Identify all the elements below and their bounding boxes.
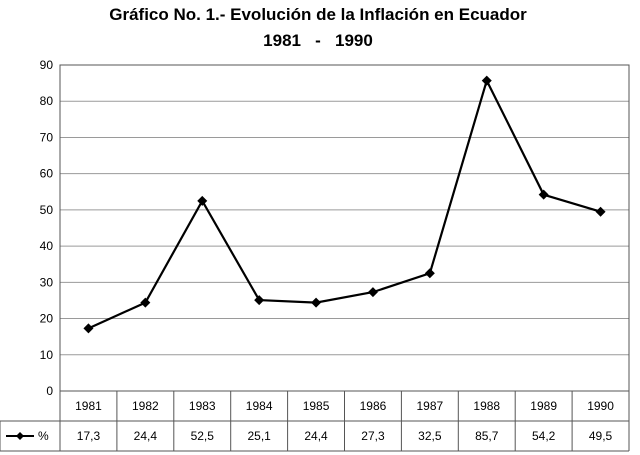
- y-tick-label: 70: [40, 130, 54, 144]
- data-label: 27,3: [361, 429, 385, 443]
- chart-title: Gráfico No. 1.- Evolución de la Inflació…: [109, 5, 527, 24]
- data-point: [254, 295, 265, 306]
- data-label: 24,4: [304, 429, 328, 443]
- x-tick-label: 1988: [473, 399, 500, 413]
- data-point: [481, 75, 492, 86]
- x-tick-label: 1986: [360, 399, 387, 413]
- data-point: [197, 195, 208, 206]
- data-label: 25,1: [247, 429, 271, 443]
- data-label: 49,5: [589, 429, 613, 443]
- y-tick-label: 10: [40, 348, 54, 362]
- chart-subtitle: 1981 - 1990: [263, 31, 373, 50]
- x-tick-label: 1987: [416, 399, 443, 413]
- y-tick-label: 40: [40, 239, 54, 253]
- x-tick-label: 1981: [75, 399, 102, 413]
- x-tick-label: 1985: [303, 399, 330, 413]
- data-label: 52,5: [191, 429, 215, 443]
- data-point: [311, 297, 322, 308]
- data-point: [538, 189, 549, 200]
- data-point: [83, 323, 94, 334]
- x-tick-label: 1984: [246, 399, 273, 413]
- data-label: 32,5: [418, 429, 442, 443]
- legend-marker: [16, 432, 24, 440]
- y-tick-label: 60: [40, 167, 54, 181]
- y-tick-label: 0: [46, 384, 53, 398]
- y-tick-label: 20: [40, 312, 54, 326]
- x-tick-label: 1982: [132, 399, 159, 413]
- y-tick-label: 30: [40, 275, 54, 289]
- data-label: 54,2: [532, 429, 556, 443]
- y-tick-label: 50: [40, 203, 54, 217]
- x-tick-label: 1989: [530, 399, 557, 413]
- x-tick-label: 1990: [587, 399, 614, 413]
- data-label: 17,3: [77, 429, 101, 443]
- plot-area-border: [59, 64, 630, 392]
- data-point: [367, 287, 378, 298]
- legend-label: %: [38, 429, 49, 443]
- y-tick-label: 80: [40, 94, 54, 108]
- data-label: 24,4: [134, 429, 158, 443]
- data-point: [424, 268, 435, 279]
- x-tick-label: 1983: [189, 399, 216, 413]
- data-label: 85,7: [475, 429, 499, 443]
- data-point: [595, 206, 606, 217]
- y-tick-label: 90: [40, 58, 54, 72]
- data-point: [140, 297, 151, 308]
- series-line: [87, 77, 601, 330]
